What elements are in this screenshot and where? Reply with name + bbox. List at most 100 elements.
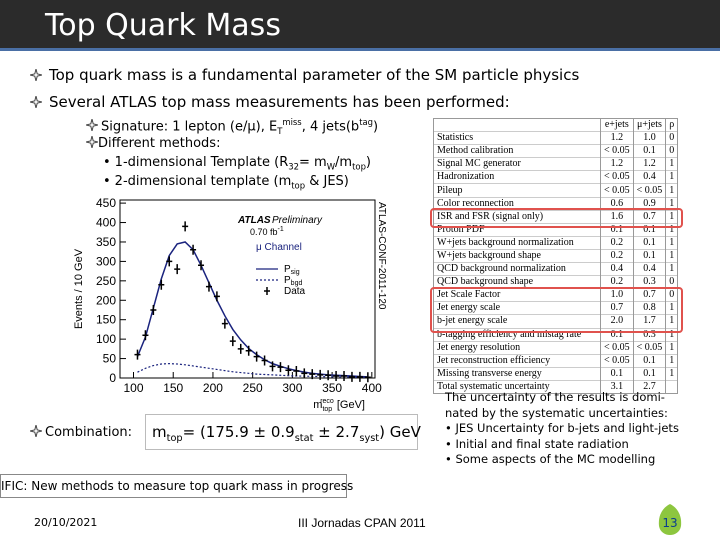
cell: 0.4 (632, 262, 666, 276)
cell: < 0.05 (632, 341, 666, 355)
y-axis-label: Events / 10 GeV (73, 248, 85, 329)
cell: 1 (665, 210, 678, 224)
cell: < 0.05 (600, 354, 634, 368)
data-point (221, 318, 228, 329)
cell: 0.9 (632, 197, 666, 211)
cell: 1.7 (632, 314, 666, 328)
table-frame: e+jets μ+jets ρ Statistics 1.2 1.0 0 Method cal… (433, 118, 679, 394)
cell: 0.1 (632, 367, 666, 381)
cell: 1.2 (600, 157, 634, 171)
x-tick-label: 300 (282, 381, 302, 395)
text: miss (282, 117, 302, 127)
cell: 0.1 (600, 367, 634, 381)
cell: 1 (665, 249, 678, 263)
text: ) (365, 155, 371, 170)
text: , 4 jets(b (301, 119, 360, 135)
cell: QCD background shape (437, 276, 534, 288)
text: Top quark mass is a fundamental paramete… (49, 66, 580, 84)
table-row: Missing transverse energy 0.1 0.1 1 (434, 367, 678, 381)
data-point (245, 345, 252, 356)
y-tick-label: 300 (96, 254, 116, 268)
cell: 1 (665, 183, 678, 198)
note: The uncertainty of the results is domi-n… (445, 390, 679, 468)
cell: 0.1 (632, 354, 666, 368)
data-point (317, 369, 324, 380)
cell: 1.2 (632, 157, 666, 171)
data-point (166, 256, 173, 267)
text: [GeV] (334, 399, 365, 411)
text: ± 2.7 (313, 423, 360, 441)
text: P (284, 275, 291, 286)
text: reco (320, 398, 334, 405)
y-tick-label: 250 (96, 274, 116, 288)
cell: < 0.05 (600, 183, 634, 198)
cell: 1 (665, 341, 678, 355)
text: bgd (291, 280, 303, 287)
table-row: ISR and FSR (signal only) 1.6 0.7 1 (434, 210, 678, 224)
data-point (158, 279, 165, 290)
data-point (364, 372, 371, 383)
text: = m (299, 155, 327, 170)
cell: 1 (665, 262, 678, 276)
text: sig (291, 269, 300, 276)
data-point (356, 371, 363, 382)
title-rule (0, 48, 720, 51)
cell: Missing transverse energy (437, 367, 542, 379)
cell: 1.2 (600, 131, 634, 145)
data-point (190, 244, 197, 255)
cell: Jet energy resolution (437, 341, 521, 353)
header-cell: e+jets (600, 119, 634, 132)
note-line: • Some aspects of the MC modelling (445, 452, 656, 466)
y-tick-label: 0 (109, 371, 116, 385)
cell: Pileup (437, 184, 463, 196)
methods-title: Different methods: (85, 135, 220, 151)
cell: < 0.05 (632, 183, 666, 198)
note-line: • JES Uncertainty for b-jets and light-j… (445, 421, 679, 435)
cell: 3.1 (600, 380, 634, 393)
table-row: W+jets background normalization 0.2 0.1 1 (434, 236, 678, 250)
cell: b-tagging efficiency and mistag rate (437, 328, 582, 340)
text: Signature: 1 lepton (e/μ), E (101, 119, 278, 135)
text: 2-dimensional template (m (114, 174, 292, 189)
cell: Total systematic uncertainty (437, 380, 550, 392)
y-tick-label: 400 (96, 216, 116, 230)
legend-swatch (264, 287, 270, 295)
cell: 0.4 (632, 170, 666, 184)
data-point (309, 369, 316, 380)
table-row: Jet Scale Factor 1.0 0.7 0 (434, 288, 678, 302)
text: top (352, 161, 366, 172)
method-item: • 1-dimensional Template (R32= mW/mtop) (103, 155, 371, 172)
title: Top Quark Mass (45, 8, 281, 43)
cell: 1.0 (632, 131, 666, 145)
cell: 0 (665, 275, 678, 289)
cell: < 0.05 (600, 144, 634, 158)
x-tick-label: 200 (203, 381, 223, 395)
cell: 0.1 (632, 249, 666, 263)
data-point (253, 351, 260, 362)
cell: 1 (665, 354, 678, 368)
highlight-box (430, 286, 684, 333)
cell: 2.7 (632, 380, 666, 393)
bullet-star (29, 68, 43, 82)
bullet-dot: • (103, 174, 111, 189)
data-point (261, 355, 268, 366)
note-line: The uncertainty of the results is domi- (445, 390, 665, 404)
fit-curve (136, 241, 368, 378)
table-row: Jet energy resolution < 0.05 < 0.05 1 (434, 341, 678, 355)
text: P (284, 264, 291, 275)
prelim-label: Preliminary (272, 215, 323, 226)
data-point (269, 361, 276, 372)
cell: QCD background normalization (437, 263, 566, 275)
y-tick-label: 150 (96, 313, 116, 327)
table-row: Hadronization < 0.05 0.4 1 (434, 170, 678, 184)
bullet: Top quark mass is a fundamental paramete… (29, 66, 580, 84)
page-number: 13 (662, 516, 678, 530)
text: & JES) (305, 174, 349, 189)
table-row: W+jets background shape 0.2 0.1 1 (434, 249, 678, 263)
bullet: Several ATLAS top mass measurements has … (29, 93, 510, 111)
data-point (134, 349, 141, 360)
cell: 0.4 (600, 262, 634, 276)
table-row: Jet reconstruction efficiency < 0.05 0.1 1 (434, 354, 678, 368)
y-tick-label: 450 (96, 196, 116, 210)
data-point (293, 366, 300, 377)
